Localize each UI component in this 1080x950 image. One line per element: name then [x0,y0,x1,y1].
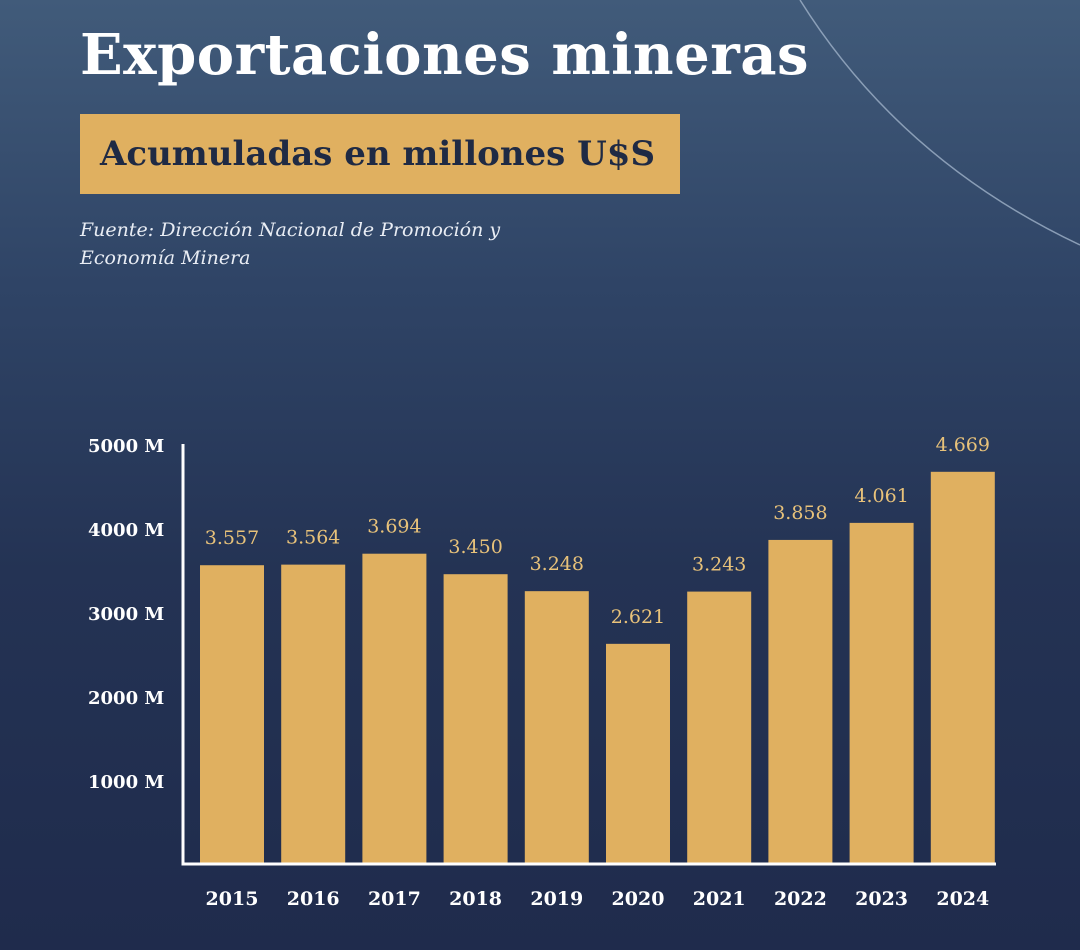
bar-2021 [687,591,752,864]
bar-2022 [768,539,833,864]
bars [200,471,995,864]
bar-2023 [849,522,914,864]
bar-2016 [281,564,346,864]
x-axis-ticks: 2015 2016 2017 2018 2019 2020 2021 2022 2023 2024 [206,888,990,910]
bar-2024 [930,471,995,864]
y-axis-ticks: 1000 M 2000 M 3000 M 4000 M 5000 M [88,436,164,793]
y-tick-label: 3000 M [88,604,164,625]
x-tick-label: 2018 [449,888,502,910]
bar-2017 [362,553,427,864]
y-tick-label: 5000 M [88,436,164,457]
subtitle-banner: Acumuladas en millones U$S [80,114,680,194]
x-tick-label: 2024 [936,888,989,910]
x-tick-label: 2016 [287,888,340,910]
y-tick-label: 1000 M [88,772,164,793]
page-title: Exportaciones mineras [80,22,810,88]
x-tick-label: 2021 [693,888,746,910]
bar-2019 [524,591,589,864]
x-tick-label: 2020 [612,888,665,910]
x-tick-label: 2015 [206,888,259,910]
subtitle-text: Acumuladas en millones U$S [100,134,656,174]
bar-2015 [200,565,264,864]
bar-2020 [606,643,670,864]
y-tick-label: 4000 M [88,520,164,541]
value-label: 3.564 [286,527,340,549]
value-label: 3.694 [367,516,421,538]
x-tick-label: 2017 [368,888,421,910]
source-note: Fuente: Dirección Nacional de Promoción … [80,219,501,269]
value-label: 3.557 [205,527,259,549]
bar-2018 [443,574,508,864]
value-label: 3.858 [773,502,827,524]
x-tick-label: 2022 [774,888,827,910]
y-tick-label: 2000 M [88,688,164,709]
value-label: 2.621 [611,606,665,628]
value-label: 4.669 [936,434,990,456]
value-labels: 3.557 3.564 3.694 3.450 3.248 2.621 3.243 3.858… [205,434,990,628]
value-label: 3.450 [448,536,502,558]
value-label: 3.248 [530,553,584,575]
value-label: 4.061 [854,485,908,507]
x-tick-label: 2019 [530,888,583,910]
value-label: 3.243 [692,554,746,576]
x-tick-label: 2023 [855,888,908,910]
